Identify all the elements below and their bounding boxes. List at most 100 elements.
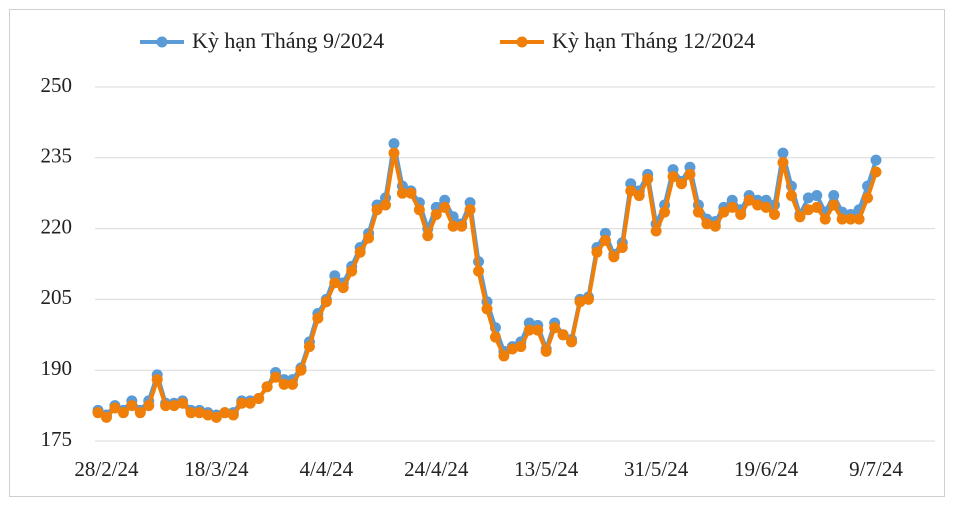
data-point xyxy=(193,407,205,419)
data-point xyxy=(650,225,662,237)
data-point xyxy=(566,336,578,348)
data-point xyxy=(354,246,366,258)
data-point xyxy=(718,206,730,218)
data-point xyxy=(219,407,231,419)
data-point xyxy=(287,378,298,390)
data-point xyxy=(743,194,755,206)
data-point xyxy=(676,178,687,190)
legend-label: Kỳ hạn Tháng 12/2024 xyxy=(552,28,755,53)
data-point xyxy=(625,185,637,197)
data-point xyxy=(684,168,696,180)
data-point xyxy=(633,190,645,202)
data-point xyxy=(506,343,518,355)
data-point xyxy=(557,329,569,341)
data-point xyxy=(236,397,248,409)
data-point xyxy=(515,341,527,353)
data-point xyxy=(540,345,552,357)
data-point xyxy=(456,220,468,232)
data-point xyxy=(177,397,189,409)
data-point xyxy=(701,218,713,230)
data-point xyxy=(752,199,764,211)
data-point xyxy=(388,147,400,159)
x-tick-label: 4/4/24 xyxy=(299,457,353,481)
data-point xyxy=(802,192,814,204)
data-point xyxy=(473,265,485,277)
data-point xyxy=(261,381,273,393)
data-point xyxy=(227,409,239,421)
data-point xyxy=(202,409,214,421)
data-point xyxy=(836,213,848,225)
data-point xyxy=(608,251,620,263)
x-tick-label: 9/7/24 xyxy=(849,457,903,481)
x-tick-label: 24/4/24 xyxy=(404,457,469,481)
data-point xyxy=(777,157,789,169)
data-point xyxy=(439,201,451,213)
data-point xyxy=(862,192,874,204)
data-point xyxy=(819,213,831,225)
data-point xyxy=(828,190,840,202)
data-point xyxy=(168,400,180,412)
data-point xyxy=(346,265,358,277)
data-point xyxy=(616,241,628,253)
data-point xyxy=(549,322,561,334)
data-point xyxy=(143,400,155,412)
data-point xyxy=(802,204,814,216)
data-point xyxy=(811,201,823,213)
data-point xyxy=(100,411,112,423)
legend-marker xyxy=(516,36,528,48)
data-point xyxy=(388,138,400,150)
x-tick-label: 13/5/24 xyxy=(514,457,579,481)
data-point xyxy=(109,402,121,414)
data-point xyxy=(380,199,392,211)
data-point xyxy=(447,220,459,232)
data-point xyxy=(464,204,476,216)
data-point xyxy=(845,213,857,225)
data-point xyxy=(582,293,594,305)
data-point xyxy=(481,303,493,315)
data-point xyxy=(659,206,671,218)
data-point xyxy=(523,324,535,336)
data-point xyxy=(735,208,747,220)
data-point xyxy=(126,400,138,412)
y-tick-label: 220 xyxy=(41,214,73,238)
legend-marker xyxy=(156,36,168,48)
data-point xyxy=(667,171,679,183)
data-point xyxy=(642,173,654,185)
data-point xyxy=(777,147,789,159)
data-point xyxy=(709,220,721,232)
data-point xyxy=(363,232,375,244)
y-tick-label: 190 xyxy=(41,356,73,380)
data-point xyxy=(253,393,265,405)
data-point xyxy=(405,187,417,199)
data-point xyxy=(92,407,104,419)
data-point xyxy=(312,312,324,324)
data-point xyxy=(337,282,349,294)
data-point xyxy=(160,400,172,412)
data-point xyxy=(134,407,146,419)
data-point xyxy=(574,296,586,308)
data-point xyxy=(870,166,882,178)
data-point xyxy=(303,341,315,353)
data-point xyxy=(769,208,781,220)
data-point xyxy=(371,204,383,216)
data-point xyxy=(828,199,840,211)
data-point xyxy=(591,246,603,258)
data-point xyxy=(853,213,865,225)
data-point xyxy=(422,230,434,242)
y-tick-label: 235 xyxy=(41,144,73,168)
x-tick-label: 18/3/24 xyxy=(184,457,249,481)
data-point xyxy=(498,350,510,362)
data-point xyxy=(692,206,704,218)
data-point xyxy=(785,190,797,202)
data-point xyxy=(430,208,442,220)
data-point xyxy=(532,324,544,336)
y-tick-label: 250 xyxy=(41,73,73,97)
data-point xyxy=(270,371,282,383)
data-point xyxy=(151,374,163,386)
data-point xyxy=(244,397,256,409)
x-tick-label: 28/2/24 xyxy=(74,457,139,481)
data-point xyxy=(870,154,882,166)
data-point xyxy=(489,331,501,343)
